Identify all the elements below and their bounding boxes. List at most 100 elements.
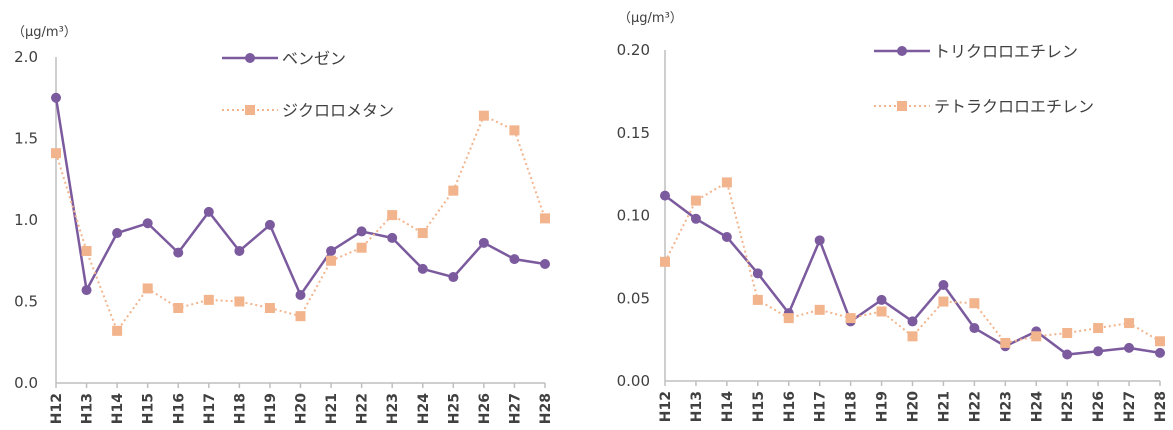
data-point [387, 232, 398, 243]
data-point [1062, 349, 1073, 360]
data-point [509, 254, 520, 265]
data-point [264, 219, 275, 230]
data-point [478, 110, 489, 121]
data-point [907, 316, 918, 327]
y-tick-label: 1.0 [14, 211, 38, 229]
data-point [112, 228, 123, 239]
data-point [1093, 323, 1104, 334]
data-point [264, 303, 275, 314]
chart-2: （μg/m³） 0.00 0.05 0.10 0.15 0.20 H12 H13 H14 H15 H… [617, 11, 1169, 422]
x-tick-label: H22 [967, 391, 983, 422]
legend-label: ベンゼン [282, 49, 346, 68]
data-point [478, 237, 489, 248]
legend-label: テトラクロロエチレン [934, 97, 1094, 116]
x-tick-label: H27 [1122, 391, 1138, 422]
data-point [81, 245, 92, 256]
y-tick-label: 0.00 [617, 372, 650, 390]
legend-marker [245, 105, 255, 115]
x-tick-label: H18 [232, 393, 248, 424]
x-tick-label: H26 [477, 393, 493, 424]
data-point [203, 294, 214, 305]
legend-label: ジクロロメタン [282, 101, 394, 120]
x-tick-label: H21 [324, 393, 340, 424]
data-point [173, 247, 184, 258]
x-tick-label: H16 [171, 393, 187, 424]
data-point [876, 306, 887, 317]
x-tick-label: H12 [658, 391, 674, 422]
data-point [81, 285, 92, 296]
x-tick-label: H19 [263, 393, 279, 424]
data-point [876, 294, 887, 305]
y-unit-label: （μg/m³） [12, 25, 77, 40]
series-solid [51, 92, 550, 300]
data-point [203, 206, 214, 217]
x-tick-label: H17 [813, 391, 829, 422]
data-point [783, 313, 794, 324]
x-tick-label: H14 [720, 391, 736, 422]
x-tick-label: H12 [49, 393, 65, 424]
data-point [1031, 331, 1042, 342]
x-tick-label: H14 [110, 393, 126, 424]
x-tick-label: H27 [507, 393, 523, 424]
data-point [938, 296, 949, 307]
data-point [938, 280, 949, 291]
x-tick-label: H25 [1060, 391, 1076, 422]
x-tick-label: H26 [1091, 391, 1107, 422]
data-point [356, 242, 367, 253]
legend-item: ジクロロメタン [222, 101, 394, 120]
data-point [142, 283, 153, 294]
y-tick-label: 0.20 [617, 41, 650, 59]
data-point [417, 263, 428, 274]
x-tick-label: H13 [689, 391, 705, 422]
data-point [1124, 318, 1135, 329]
data-point [509, 125, 520, 136]
data-point [356, 226, 367, 237]
data-point [907, 331, 918, 342]
data-point [295, 289, 306, 300]
x-tick-label: H19 [875, 391, 891, 422]
y-unit-label: （μg/m³） [618, 11, 683, 26]
data-point [234, 245, 245, 256]
data-point [969, 298, 980, 309]
data-point [112, 325, 123, 336]
legend-marker [245, 53, 255, 63]
y-tick-label: 1.5 [14, 130, 38, 148]
chart-1: （μg/m³） 0.0 0.5 1.0 1.5 2.0 H12 H13 H14 H15 H16 H17… [12, 25, 554, 424]
data-point [752, 294, 763, 305]
legend-item: ベンゼン [222, 49, 346, 68]
data-point [540, 213, 550, 224]
data-point [721, 177, 732, 188]
data-point [173, 303, 184, 314]
x-tick-label: H20 [294, 393, 310, 424]
x-tick-label: H23 [998, 391, 1014, 422]
y-tick-label: 2.0 [14, 48, 38, 66]
data-point [387, 210, 398, 221]
data-point [448, 272, 459, 283]
data-point [752, 268, 763, 279]
x-tick-label: H13 [80, 393, 96, 424]
x-tick-label: H20 [906, 391, 922, 422]
x-tick-label: H22 [355, 393, 371, 424]
x-tick-label: H28 [1153, 391, 1169, 422]
series-dotted [660, 177, 1165, 348]
data-point [1000, 337, 1011, 348]
legend-item: テトラクロロエチレン [874, 97, 1094, 116]
data-point [51, 92, 61, 103]
data-point [1124, 342, 1135, 353]
x-tick-label: H16 [782, 391, 798, 422]
x-tick-label: H21 [936, 391, 952, 422]
data-point [1093, 346, 1104, 357]
data-point [234, 296, 245, 307]
data-point [448, 185, 459, 196]
x-tick-label: H28 [538, 393, 554, 424]
data-point [690, 213, 701, 224]
legend-label: トリクロロエチレン [934, 42, 1078, 61]
data-point [540, 259, 550, 270]
data-point [690, 195, 701, 206]
x-tick-label: H25 [446, 393, 462, 424]
x-tick-label: H23 [385, 393, 401, 424]
data-point [969, 323, 980, 334]
data-point [1062, 328, 1073, 339]
data-point [417, 228, 428, 239]
